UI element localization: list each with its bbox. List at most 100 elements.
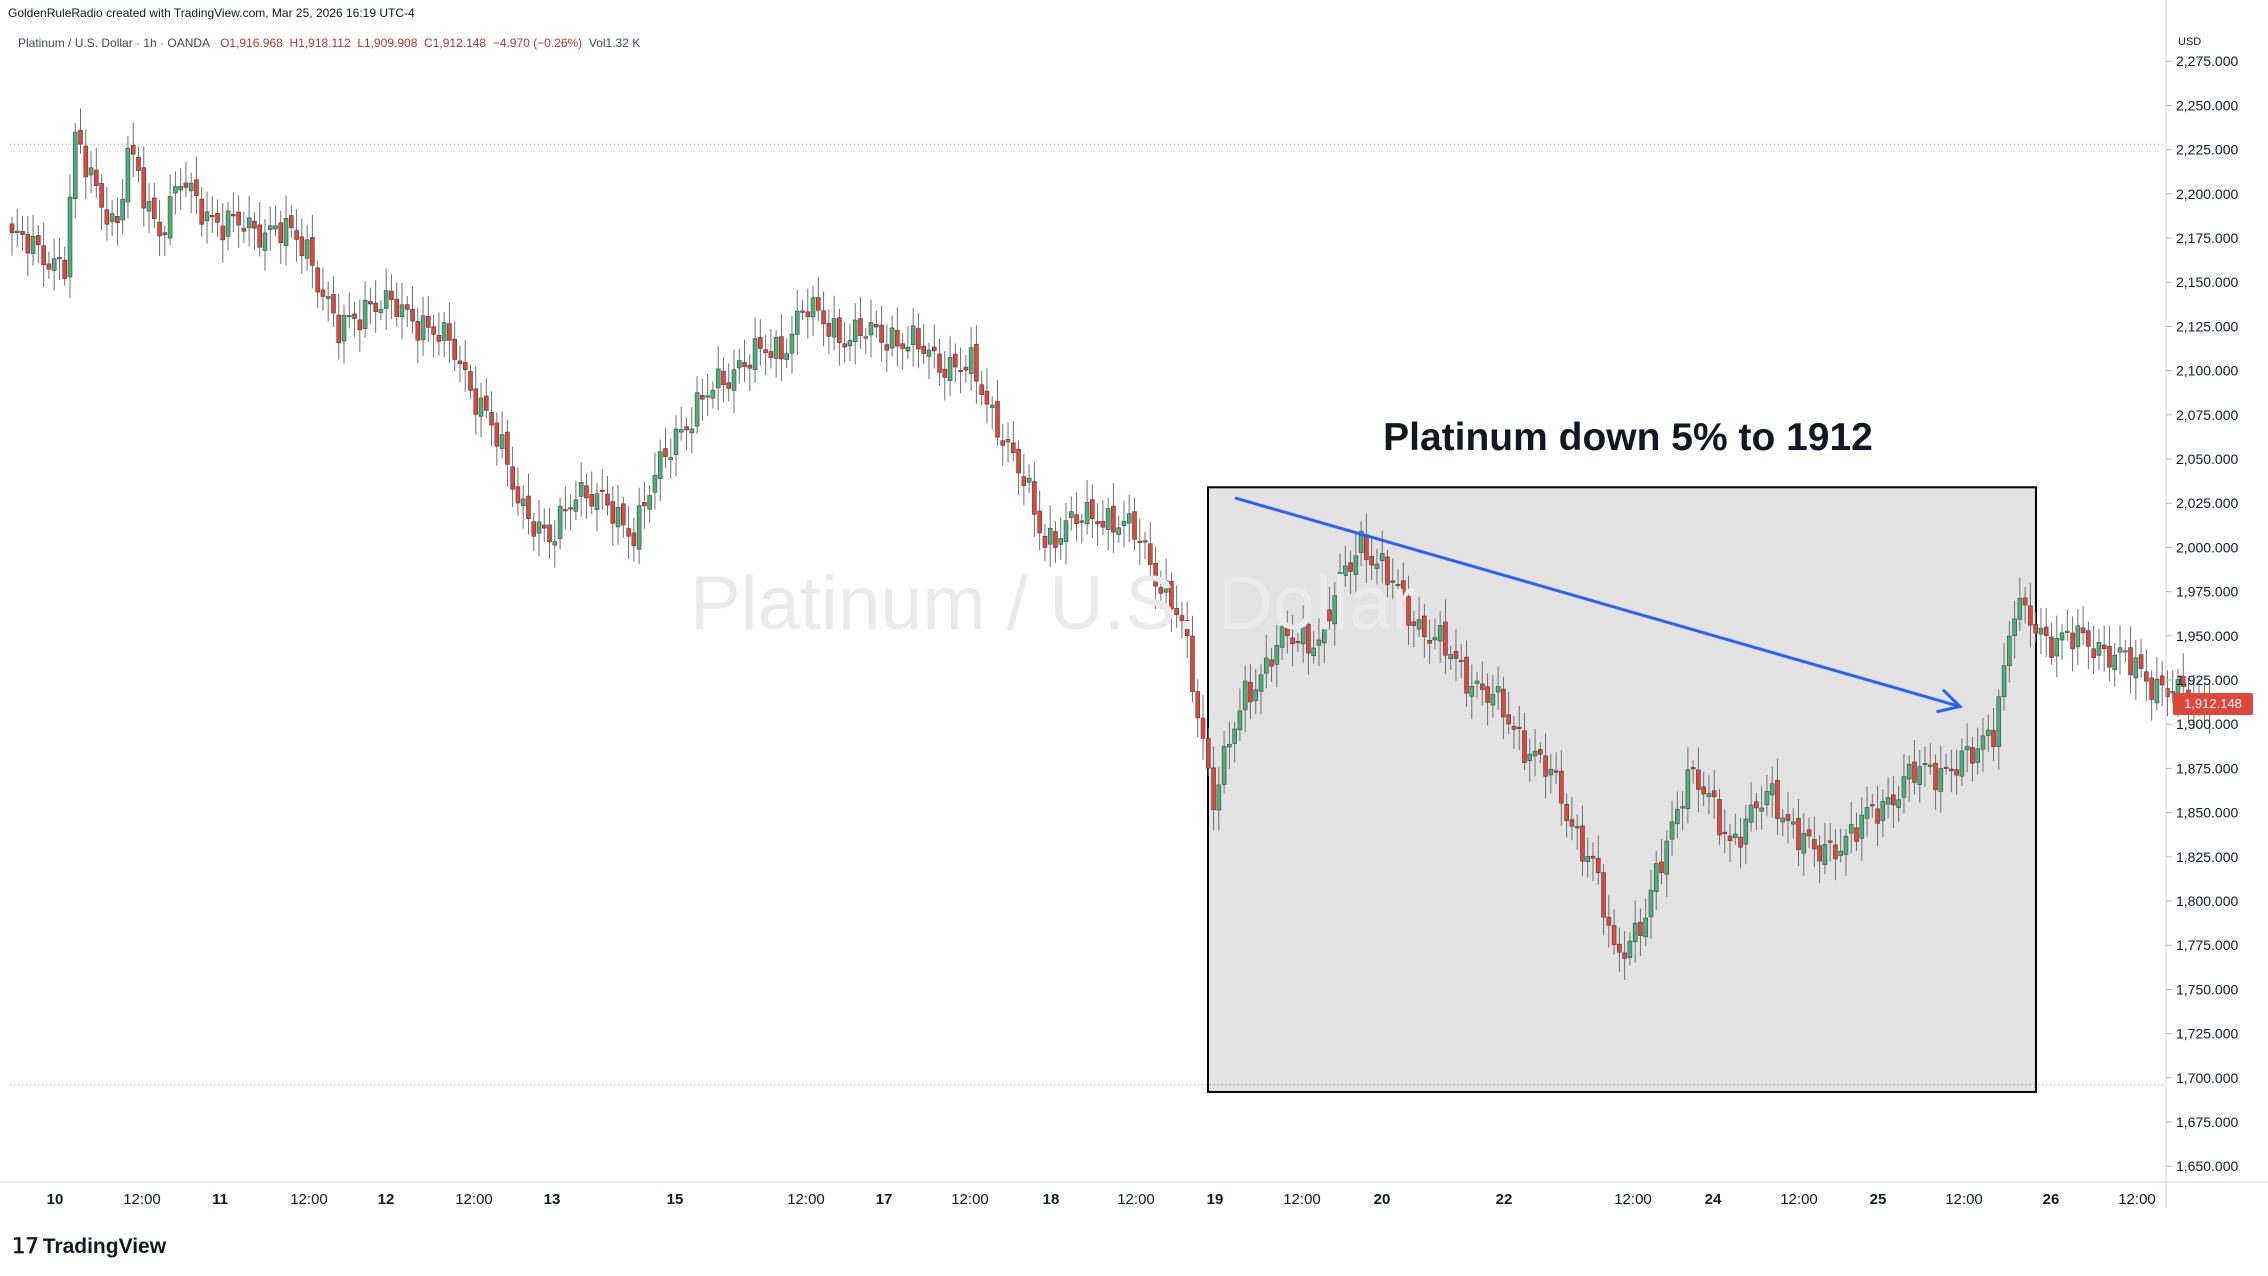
candle[interactable] <box>252 212 257 251</box>
candle[interactable] <box>1443 599 1448 675</box>
candle[interactable] <box>989 396 995 430</box>
candle[interactable] <box>36 225 41 264</box>
candle[interactable] <box>1627 932 1633 966</box>
candle[interactable] <box>1348 550 1353 595</box>
candle[interactable] <box>1617 927 1622 973</box>
candle[interactable] <box>104 186 110 241</box>
candle[interactable] <box>1722 809 1728 853</box>
candle[interactable] <box>2049 623 2054 665</box>
highlight-box[interactable] <box>1207 486 2037 1093</box>
candle[interactable] <box>83 129 89 200</box>
candle[interactable] <box>884 324 890 373</box>
candle[interactable] <box>246 195 252 247</box>
candle[interactable] <box>1142 531 1148 560</box>
candle[interactable] <box>178 168 183 210</box>
candle[interactable] <box>910 307 916 367</box>
candle[interactable] <box>953 343 958 383</box>
candle[interactable] <box>1812 816 1817 868</box>
candle[interactable] <box>2128 626 2133 694</box>
candle[interactable] <box>1891 775 1896 828</box>
candle[interactable] <box>151 182 157 229</box>
candle[interactable] <box>1859 797 1865 861</box>
candle[interactable] <box>1221 731 1227 794</box>
candle[interactable] <box>568 493 573 530</box>
candle[interactable] <box>1032 462 1037 537</box>
candle[interactable] <box>1480 661 1485 706</box>
candle[interactable] <box>684 417 689 451</box>
candle[interactable] <box>1522 712 1527 771</box>
candle[interactable] <box>2138 639 2144 678</box>
candle[interactable] <box>2017 577 2023 632</box>
candle[interactable] <box>1543 733 1548 799</box>
candle[interactable] <box>2122 640 2128 663</box>
candle[interactable] <box>1448 645 1454 671</box>
candle[interactable] <box>1385 549 1390 598</box>
candle[interactable] <box>636 487 642 565</box>
candle[interactable] <box>1922 746 1928 787</box>
candle[interactable] <box>2028 582 2033 648</box>
candle[interactable] <box>1163 558 1169 608</box>
candle[interactable] <box>1042 524 1048 561</box>
candle[interactable] <box>1058 517 1064 560</box>
candle[interactable] <box>1395 569 1401 608</box>
candle[interactable] <box>974 325 979 404</box>
candle[interactable] <box>2170 670 2175 704</box>
candle[interactable] <box>1706 775 1712 815</box>
candle[interactable] <box>173 171 178 215</box>
candle[interactable] <box>109 199 115 237</box>
candle[interactable] <box>447 302 452 364</box>
candle[interactable] <box>1501 676 1506 740</box>
symbol-label[interactable]: Platinum / U.S. Dollar · 1h · OANDA <box>18 36 211 50</box>
candle[interactable] <box>1132 497 1137 551</box>
candle[interactable] <box>1511 715 1517 749</box>
candle[interactable] <box>1690 760 1696 784</box>
candle[interactable] <box>1248 664 1253 720</box>
candle[interactable] <box>1316 618 1322 667</box>
candle[interactable] <box>1374 548 1380 585</box>
candle[interactable] <box>1126 494 1132 543</box>
candle[interactable] <box>1321 603 1327 664</box>
candle[interactable] <box>584 473 589 519</box>
candle[interactable] <box>1970 737 1975 782</box>
candle[interactable] <box>1854 812 1859 852</box>
candle[interactable] <box>46 251 52 279</box>
candle[interactable] <box>331 276 336 328</box>
candle[interactable] <box>1590 842 1596 881</box>
candle[interactable] <box>631 517 637 562</box>
candle[interactable] <box>241 211 247 243</box>
candle[interactable] <box>615 484 621 545</box>
candle[interactable] <box>341 304 347 364</box>
candle[interactable] <box>1775 758 1780 835</box>
candle[interactable] <box>2117 624 2123 675</box>
candle[interactable] <box>125 136 131 219</box>
candle[interactable] <box>441 312 447 358</box>
candle[interactable] <box>404 295 410 328</box>
candle[interactable] <box>257 202 262 257</box>
candle[interactable] <box>2038 607 2044 655</box>
candle[interactable] <box>1516 705 1522 751</box>
candle[interactable] <box>1943 753 1949 775</box>
candle[interactable] <box>536 500 542 557</box>
candle[interactable] <box>1938 745 1944 813</box>
candle[interactable] <box>1358 520 1364 567</box>
candle[interactable] <box>1021 453 1027 505</box>
candle[interactable] <box>2075 608 2081 666</box>
candle[interactable] <box>51 238 57 291</box>
candle[interactable] <box>283 195 289 266</box>
candle[interactable] <box>2012 600 2017 659</box>
candle[interactable] <box>1559 750 1564 826</box>
candle[interactable] <box>810 285 816 337</box>
candle[interactable] <box>1996 689 2002 770</box>
candle[interactable] <box>852 303 858 365</box>
candle[interactable] <box>837 309 842 366</box>
candle[interactable] <box>821 291 826 347</box>
candle[interactable] <box>1817 835 1822 884</box>
candle[interactable] <box>157 199 162 257</box>
candle[interactable] <box>1416 596 1422 637</box>
candle[interactable] <box>310 215 315 289</box>
chart-annotation[interactable]: Platinum down 5% to 1912 <box>1383 416 1873 459</box>
candle[interactable] <box>1664 830 1670 897</box>
candle[interactable] <box>1595 835 1601 886</box>
candle[interactable] <box>1896 785 1901 822</box>
candle[interactable] <box>1158 570 1164 609</box>
